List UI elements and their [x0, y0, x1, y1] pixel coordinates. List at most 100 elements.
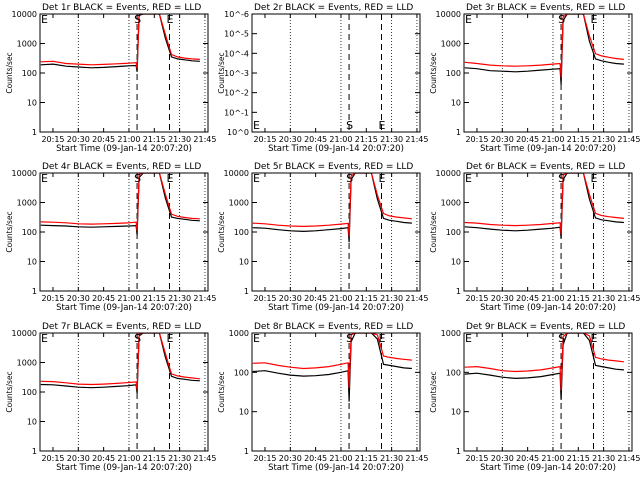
panel-title: Det 3r BLACK = Events, RED = LLD [466, 3, 625, 13]
start-marker: S [558, 332, 565, 345]
x-tick-label: 21:45 [193, 135, 216, 144]
y-tick-label: 10^-2 [224, 89, 249, 98]
x-tick-label: 20:45 [516, 135, 539, 144]
y-axis-label: Counts/sec [429, 371, 438, 412]
x-tick-label: 21:15 [567, 135, 590, 144]
series-line-events [252, 173, 412, 243]
y-tick-label: 100 [234, 228, 249, 237]
y-tick-label: 1000 [17, 359, 37, 368]
x-tick-label: 21:15 [567, 454, 590, 463]
start-marker: S [346, 172, 353, 185]
x-axis-label: Start Time (09-Jan-14 20:07:20) [480, 303, 616, 313]
start-marker: S [346, 332, 353, 345]
x-tick-label: 21:15 [143, 135, 166, 144]
x-tick-label: 21:00 [117, 454, 140, 463]
x-tick-label: 20:15 [465, 454, 488, 463]
x-axis-label: Start Time (09-Jan-14 20:07:20) [268, 463, 404, 473]
x-tick-label: 20:30 [491, 454, 514, 463]
x-tick-label: 20:15 [41, 454, 64, 463]
x-tick-label: 20:45 [92, 454, 115, 463]
y-tick-label: 10 [451, 408, 461, 417]
y-tick-label: 1 [244, 287, 249, 296]
panel-title: Det 2r BLACK = Events, RED = LLD [254, 3, 413, 13]
y-tick-label: 1000 [441, 329, 461, 338]
x-tick-label: 21:45 [405, 454, 428, 463]
panel-title: Det 4r BLACK = Events, RED = LLD [42, 162, 201, 172]
x-tick-label: 21:15 [355, 135, 378, 144]
y-tick-label: 10000 [12, 329, 37, 338]
start-marker: S [558, 172, 565, 185]
plot-frame [463, 13, 633, 133]
x-tick-label: 20:30 [279, 294, 302, 303]
series-line-lld [252, 173, 412, 237]
y-tick-label: 100 [234, 368, 249, 377]
x-tick-label: 21:15 [355, 294, 378, 303]
start-marker: S [134, 13, 141, 26]
x-tick-label: 21:30 [380, 135, 403, 144]
x-tick-label: 20:15 [41, 294, 64, 303]
y-tick-label: 10000 [436, 10, 461, 19]
series-line-lld [464, 333, 624, 391]
y-axis-label: Counts/sec [217, 211, 226, 252]
end-marker: E [590, 13, 597, 26]
x-tick-label: 20:15 [465, 294, 488, 303]
left-edge-marker: E [41, 172, 48, 185]
left-edge-marker: E [465, 332, 472, 345]
y-tick-label: 10 [451, 258, 461, 267]
y-tick-label: 100 [446, 69, 461, 78]
y-tick-label: 1 [32, 447, 37, 456]
x-tick-label: 21:15 [143, 454, 166, 463]
y-tick-label: 100 [22, 228, 37, 237]
y-tick-label: 10 [239, 258, 249, 267]
end-marker: E [378, 332, 385, 345]
y-tick-label: 1000 [441, 199, 461, 208]
y-axis-label: Counts/sec [429, 52, 438, 93]
x-tick-label: 21:15 [355, 454, 378, 463]
left-edge-marker: E [253, 172, 260, 185]
x-tick-label: 20:45 [304, 135, 327, 144]
end-marker: E [590, 332, 597, 345]
y-axis-label: Counts/sec [5, 211, 14, 252]
x-tick-label: 21:45 [617, 294, 640, 303]
y-tick-label: 100 [22, 388, 37, 397]
x-tick-label: 20:15 [41, 135, 64, 144]
y-tick-label: 1000 [229, 199, 249, 208]
end-marker: E [378, 119, 385, 132]
y-tick-label: 100 [446, 228, 461, 237]
y-tick-label: 10000 [12, 10, 37, 19]
y-tick-label: 1 [32, 128, 37, 137]
start-marker: S [134, 332, 141, 345]
end-marker: E [378, 172, 385, 185]
x-tick-label: 20:15 [253, 454, 276, 463]
panel-title: Det 8r BLACK = Events, RED = LLD [254, 322, 413, 332]
y-tick-label: 1 [244, 447, 249, 456]
plot-frame [463, 332, 633, 452]
series-line-events [252, 333, 412, 402]
left-edge-marker: E [41, 332, 48, 345]
x-axis-label: Start Time (09-Jan-14 20:07:20) [480, 144, 616, 154]
end-marker: E [166, 172, 173, 185]
x-tick-label: 20:15 [253, 135, 276, 144]
y-tick-label: 10000 [436, 169, 461, 178]
y-axis-label: Counts/sec [5, 371, 14, 412]
x-tick-label: 20:45 [92, 135, 115, 144]
series-line-events [464, 173, 624, 239]
x-tick-label: 21:30 [168, 135, 191, 144]
plot-frame [39, 172, 209, 292]
y-tick-label: 10^-3 [224, 69, 249, 78]
x-axis-label: Start Time (09-Jan-14 20:07:20) [56, 144, 192, 154]
x-axis-label: Start Time (09-Jan-14 20:07:20) [56, 463, 192, 473]
y-tick-label: 1000 [441, 40, 461, 49]
x-axis-label: Start Time (09-Jan-14 20:07:20) [268, 144, 404, 154]
series-line-lld [40, 333, 200, 390]
x-tick-label: 21:00 [329, 454, 352, 463]
x-tick-label: 20:45 [304, 294, 327, 303]
x-tick-label: 21:45 [617, 454, 640, 463]
x-tick-label: 21:30 [380, 454, 403, 463]
y-tick-label: 1 [456, 128, 461, 137]
y-tick-label: 1 [456, 287, 461, 296]
y-tick-label: 10^-6 [224, 10, 249, 19]
